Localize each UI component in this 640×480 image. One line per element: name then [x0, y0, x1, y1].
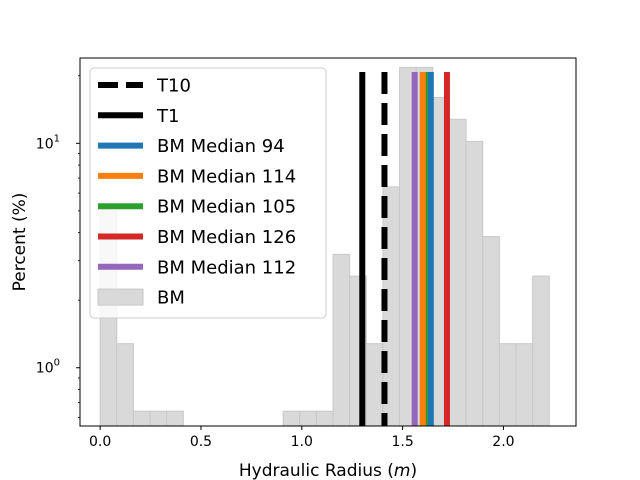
histogram-bar	[149, 410, 168, 427]
plot-area	[79, 57, 577, 427]
legend-label-bm-median-112: BM Median 112	[157, 257, 296, 278]
histogram-bar	[315, 410, 334, 427]
x-tick-label: 0.5	[190, 434, 212, 450]
x-tick-label: 0.0	[89, 434, 111, 450]
x-tick-label: 1.5	[391, 434, 413, 450]
x-axis-unit: m	[394, 461, 411, 480]
legend-label-t1: T1	[156, 106, 179, 127]
legend-label-bm-median-105: BM Median 105	[157, 197, 296, 218]
legend-swatch-bm	[97, 288, 144, 306]
legend-label-bm-median-114: BM Median 114	[157, 166, 296, 187]
legend-label-bm-median-94: BM Median 94	[157, 136, 285, 157]
axes-frame	[79, 57, 577, 427]
legend-label-bm: BM	[157, 288, 185, 309]
y-axis-label: Percent (%)	[10, 193, 30, 292]
histogram-bar	[116, 343, 134, 427]
legend: T10 T1 BM Median 94 BM Median 114 BM Median …	[89, 67, 327, 319]
histogram-bar	[515, 343, 534, 427]
histogram-bar	[299, 410, 317, 427]
histogram-bar	[332, 253, 351, 427]
histogram-bar	[365, 343, 384, 427]
x-tick-label: 1.0	[291, 434, 313, 450]
median-lines	[359, 72, 450, 426]
legend-label-t10: T10	[156, 76, 191, 97]
legend-box	[89, 67, 327, 319]
histogram-bar	[532, 275, 550, 427]
x-axis-label: Hydraulic Radius (m)	[239, 461, 417, 480]
x-axis-ticks: 0.0 0.5 1.0 1.5 2.0	[89, 426, 515, 450]
histogram-bar	[448, 118, 467, 427]
histogram-bar	[282, 410, 301, 427]
y-axis-ticks: 100 101	[36, 75, 80, 418]
histogram-bar	[498, 343, 517, 427]
histogram-bar	[482, 236, 500, 427]
x-tick-label: 2.0	[492, 434, 514, 450]
histogram-bar	[132, 410, 151, 427]
y-tick-label: 101	[36, 133, 60, 152]
histogram-bar	[166, 410, 184, 427]
y-tick-label: 100	[36, 358, 60, 377]
legend-label-bm-median-126: BM Median 126	[157, 227, 296, 248]
histogram-bar	[465, 140, 484, 427]
